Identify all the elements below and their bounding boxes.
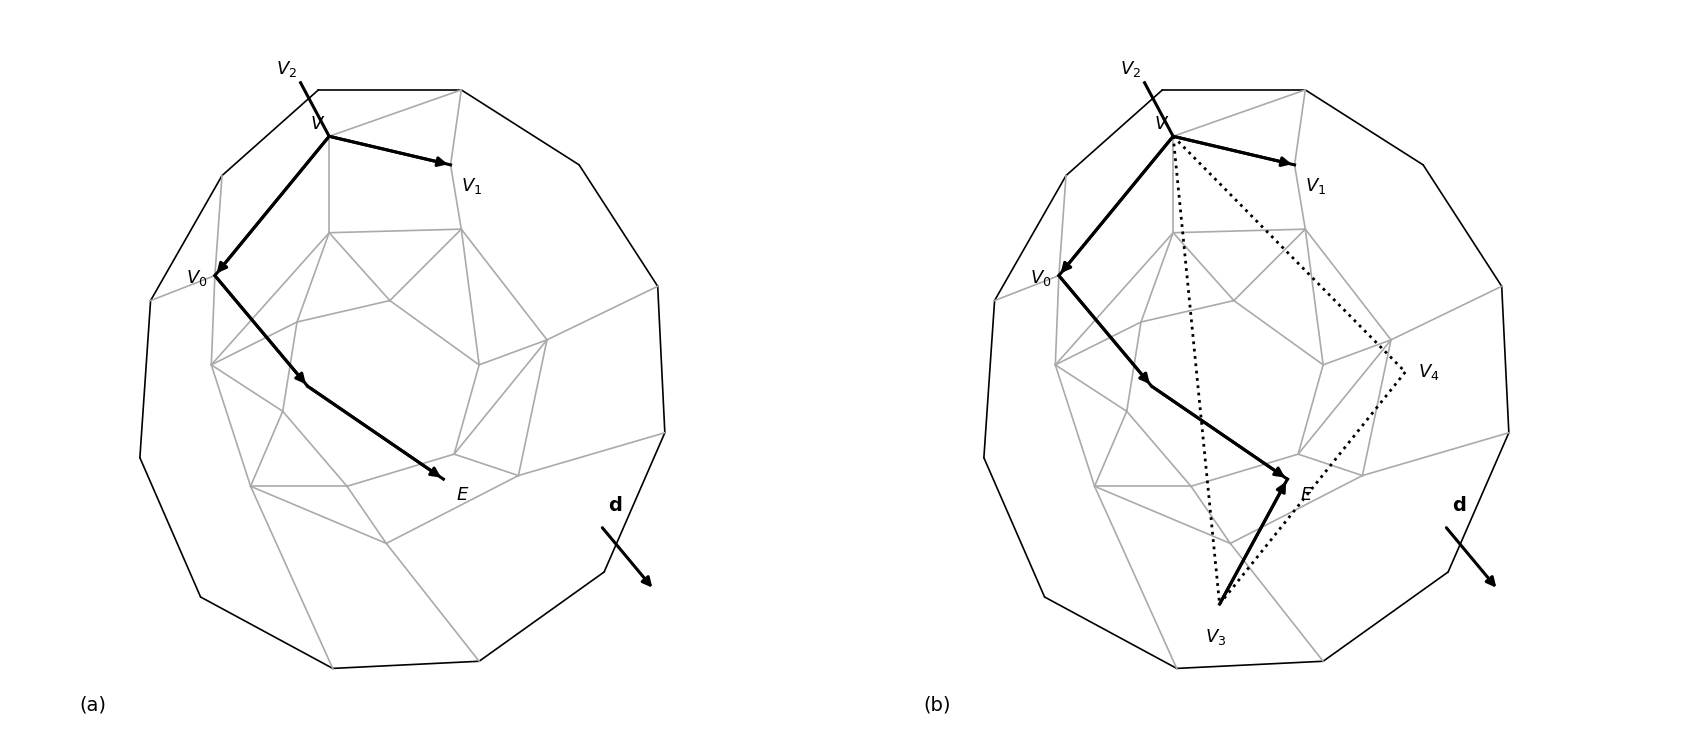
Text: $\mathbf{d}$: $\mathbf{d}$ — [1452, 496, 1465, 515]
Text: $V_0$: $V_0$ — [1030, 269, 1052, 289]
Text: $V$: $V$ — [1155, 115, 1170, 132]
Text: $V_2$: $V_2$ — [275, 60, 297, 79]
Text: $V_1$: $V_1$ — [461, 176, 483, 196]
Text: (a): (a) — [79, 696, 106, 715]
Text: $V_4$: $V_4$ — [1418, 362, 1440, 382]
Text: $\mathbf{d}$: $\mathbf{d}$ — [608, 496, 621, 515]
Text: $V_0$: $V_0$ — [186, 269, 208, 289]
Text: $E$: $E$ — [1300, 487, 1313, 504]
Text: $V_2$: $V_2$ — [1119, 60, 1141, 79]
Text: $V$: $V$ — [311, 115, 326, 132]
Text: $V_3$: $V_3$ — [1205, 627, 1227, 647]
Text: $E$: $E$ — [456, 487, 469, 504]
Text: $V_1$: $V_1$ — [1305, 176, 1327, 196]
Text: (b): (b) — [923, 696, 950, 715]
